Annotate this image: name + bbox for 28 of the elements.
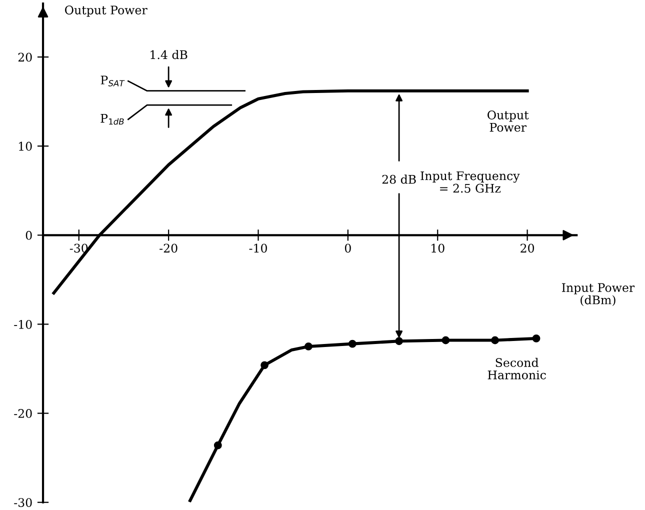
annotation: Input Frequency = 2.5 GHz — [420, 171, 520, 193]
x-tick-label: 0 — [344, 244, 351, 253]
x-tick-label: -20 — [160, 244, 178, 253]
y-tick-label: -20 — [14, 409, 32, 418]
annotation: P$_{1dB}$ — [100, 114, 124, 125]
annotation: 28 dB — [382, 174, 416, 184]
x-axis-title: Input Power (dBm) — [562, 283, 635, 306]
y-tick-label: 0 — [26, 230, 32, 240]
x-tick-label: -10 — [249, 244, 267, 253]
point — [442, 336, 450, 344]
point — [260, 361, 268, 370]
y-tick-label: 10 — [19, 142, 32, 151]
point — [304, 342, 312, 350]
point — [532, 334, 540, 342]
annotation: P$_{SAT}$ — [100, 76, 125, 86]
point — [491, 336, 499, 344]
y-tick-label: 20 — [18, 52, 32, 62]
series-label: Second Harmonic — [488, 358, 546, 380]
y-tick-label: -10 — [14, 320, 32, 329]
y-axis-title: Output Power — [65, 6, 148, 17]
x-tick-label: 20 — [520, 244, 534, 253]
point — [348, 340, 356, 348]
annotation: 1.4 dB — [150, 50, 188, 60]
point — [395, 337, 404, 346]
point — [214, 441, 222, 450]
series-label: Output Power — [488, 110, 529, 132]
y-tick-label: -30 — [14, 498, 32, 508]
x-tick-label: 10 — [432, 244, 444, 253]
